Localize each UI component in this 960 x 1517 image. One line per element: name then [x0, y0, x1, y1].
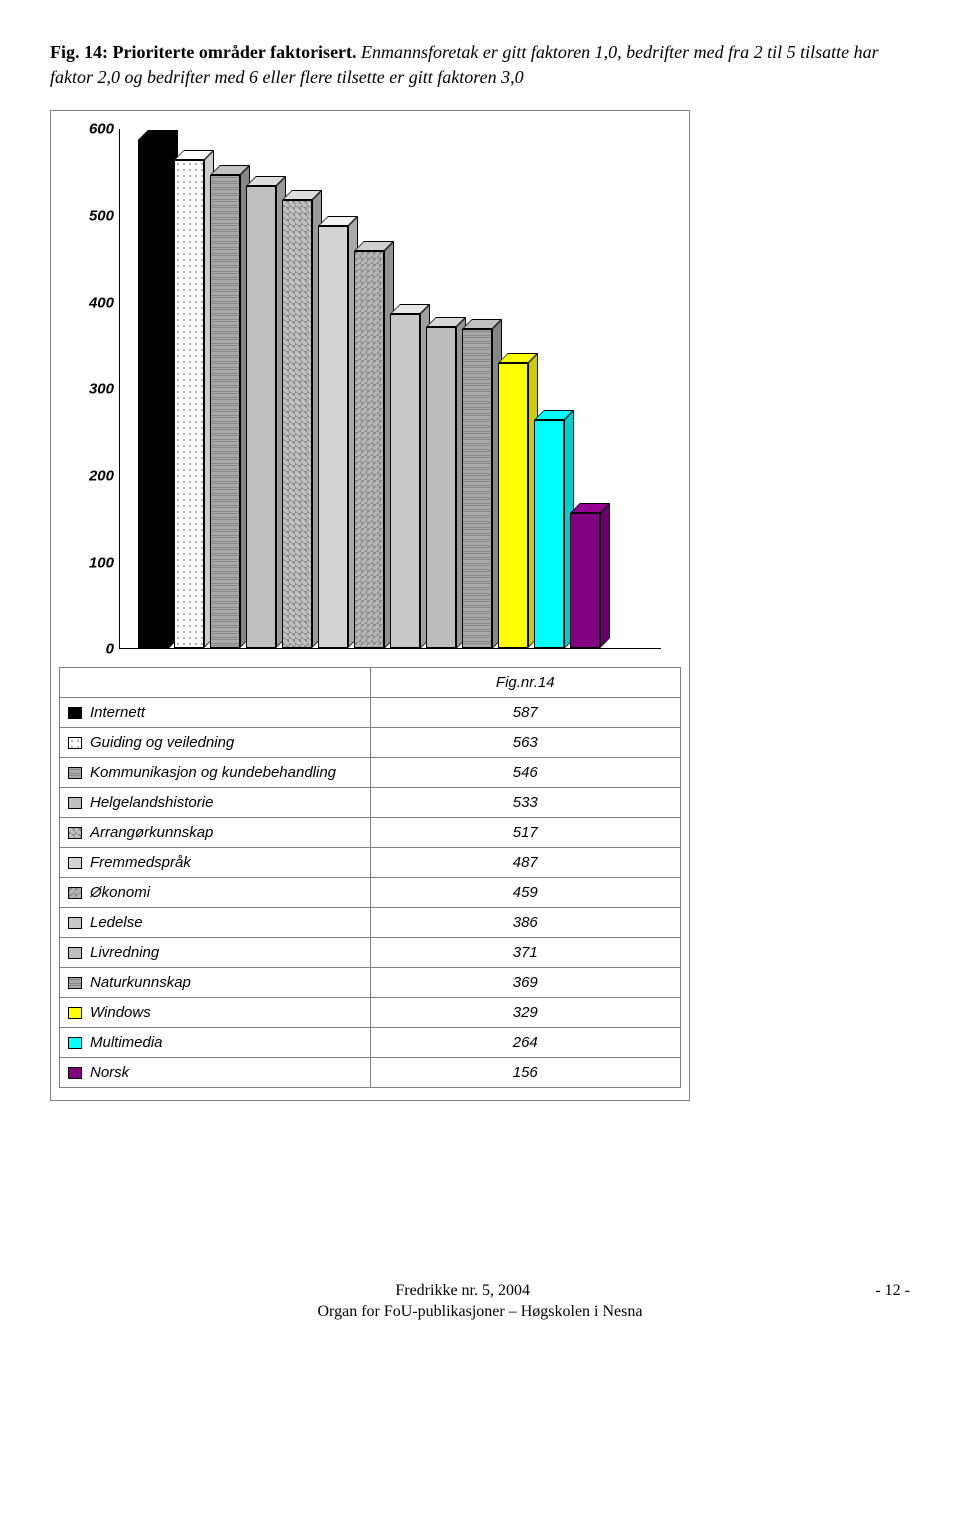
- y-tick-label: 200: [70, 468, 114, 485]
- legend-label: Naturkunnskap: [90, 974, 191, 991]
- legend-swatch: [68, 857, 82, 869]
- legend-row: Fremmedspråk 487: [60, 848, 681, 878]
- legend-value: 563: [370, 728, 681, 758]
- y-tick-label: 400: [70, 294, 114, 311]
- legend-row: Guiding og veiledning 563: [60, 728, 681, 758]
- legend-row: Naturkunnskap 369: [60, 968, 681, 998]
- bar: [462, 329, 492, 649]
- legend-row: Ledelse 386: [60, 908, 681, 938]
- legend-value: 386: [370, 908, 681, 938]
- y-tick-label: 0: [70, 641, 114, 658]
- legend-row: Norsk 156: [60, 1058, 681, 1088]
- legend-swatch: [68, 737, 82, 749]
- footer-line1: Fredrikke nr. 5, 2004: [395, 1282, 530, 1299]
- legend-swatch: [68, 1007, 82, 1019]
- legend-swatch: [68, 917, 82, 929]
- legend-swatch: [68, 1067, 82, 1079]
- legend-row: Økonomi 459: [60, 878, 681, 908]
- legend-label: Internett: [90, 704, 145, 721]
- legend-row: Windows 329: [60, 998, 681, 1028]
- bar: [570, 513, 600, 648]
- x-axis-label: Fig.nr.14: [370, 668, 681, 698]
- legend-value: 587: [370, 698, 681, 728]
- page-number: - 12 -: [875, 1281, 910, 1302]
- bar: [318, 226, 348, 648]
- legend-swatch: [68, 887, 82, 899]
- legend-label: Multimedia: [90, 1034, 163, 1051]
- legend-value: 264: [370, 1028, 681, 1058]
- bars-container: [138, 129, 651, 648]
- legend-swatch: [68, 707, 82, 719]
- legend-label: Guiding og veiledning: [90, 734, 234, 751]
- legend-label: Windows: [90, 1004, 151, 1021]
- legend-value: 371: [370, 938, 681, 968]
- legend-label-cell: Windows: [60, 998, 371, 1028]
- legend-value: 369: [370, 968, 681, 998]
- caption-title: Fig. 14: Prioriterte områder faktorisert…: [50, 42, 357, 62]
- legend-row: Livredning 371: [60, 938, 681, 968]
- page-footer: Fredrikke nr. 5, 2004 - 12 - Organ for F…: [50, 1281, 910, 1323]
- footer-line2: Organ for FoU-publikasjoner – Høgskolen …: [50, 1302, 910, 1323]
- legend-label-cell: Naturkunnskap: [60, 968, 371, 998]
- bar-chart: 0100200300400500600: [119, 129, 661, 649]
- legend-row: Helgelandshistorie 533: [60, 788, 681, 818]
- bar: [354, 251, 384, 649]
- bar: [390, 314, 420, 649]
- legend-label: Kommunikasjon og kundebehandling: [90, 764, 336, 781]
- y-tick-label: 100: [70, 554, 114, 571]
- legend-label-cell: Ledelse: [60, 908, 371, 938]
- y-tick-label: 500: [70, 208, 114, 225]
- legend-value: 546: [370, 758, 681, 788]
- legend-label-cell: Helgelandshistorie: [60, 788, 371, 818]
- legend-label: Norsk: [90, 1064, 129, 1081]
- legend-value: 459: [370, 878, 681, 908]
- legend-row: Internett 587: [60, 698, 681, 728]
- y-tick-label: 300: [70, 381, 114, 398]
- bar: [426, 327, 456, 649]
- bar: [210, 175, 240, 648]
- bar: [282, 200, 312, 648]
- figure-box: 0100200300400500600 Fig.nr.14Internett58…: [50, 110, 690, 1101]
- legend-spacer: [60, 668, 371, 698]
- y-tick-label: 600: [70, 121, 114, 138]
- legend-value: 517: [370, 818, 681, 848]
- legend-swatch: [68, 767, 82, 779]
- legend-label-cell: Internett: [60, 698, 371, 728]
- figure-caption: Fig. 14: Prioriterte områder faktorisert…: [50, 40, 910, 90]
- legend-swatch: [68, 797, 82, 809]
- legend-row: Multimedia 264: [60, 1028, 681, 1058]
- legend-label-cell: Livredning: [60, 938, 371, 968]
- legend-label-cell: Norsk: [60, 1058, 371, 1088]
- legend-label-cell: Multimedia: [60, 1028, 371, 1058]
- legend-row: Kommunikasjon og kundebehandling 546: [60, 758, 681, 788]
- legend-label-cell: Arrangørkunnskap: [60, 818, 371, 848]
- legend-label: Arrangørkunnskap: [90, 824, 213, 841]
- legend-label: Ledelse: [90, 914, 143, 931]
- bar: [138, 140, 168, 649]
- legend-label: Helgelandshistorie: [90, 794, 213, 811]
- legend-value: 487: [370, 848, 681, 878]
- legend-value: 156: [370, 1058, 681, 1088]
- legend-value: 329: [370, 998, 681, 1028]
- legend-swatch: [68, 947, 82, 959]
- legend-label: Fremmedspråk: [90, 854, 191, 871]
- legend-label-cell: Guiding og veiledning: [60, 728, 371, 758]
- legend-swatch: [68, 1037, 82, 1049]
- bar: [498, 363, 528, 648]
- legend-label-cell: Kommunikasjon og kundebehandling: [60, 758, 371, 788]
- legend-table: Fig.nr.14Internett587Guiding og veiledni…: [59, 667, 681, 1088]
- legend-swatch: [68, 827, 82, 839]
- legend-label: Økonomi: [90, 884, 150, 901]
- legend-label-cell: Fremmedspråk: [60, 848, 371, 878]
- bar: [534, 420, 564, 649]
- bar: [174, 160, 204, 648]
- legend-value: 533: [370, 788, 681, 818]
- legend-label-cell: Økonomi: [60, 878, 371, 908]
- legend-swatch: [68, 977, 82, 989]
- bar: [246, 186, 276, 648]
- legend-label: Livredning: [90, 944, 159, 961]
- legend-row: Arrangørkunnskap 517: [60, 818, 681, 848]
